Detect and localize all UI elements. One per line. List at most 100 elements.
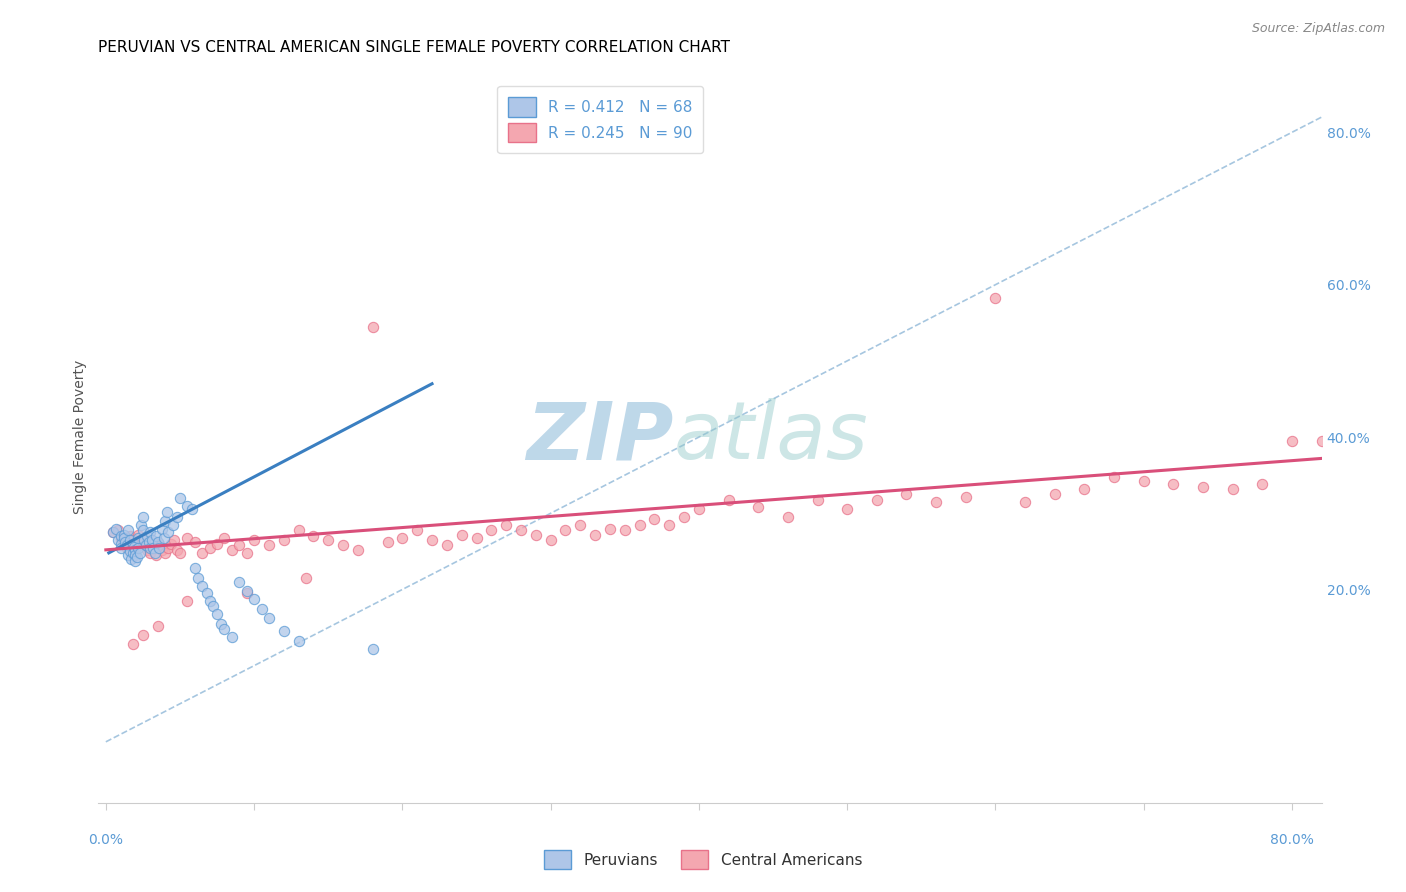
Point	[1281, 434, 1303, 448]
Point	[361, 319, 384, 334]
Point	[118, 544, 141, 558]
Point	[115, 538, 138, 552]
Point	[152, 531, 174, 545]
Point	[250, 601, 273, 615]
Point	[583, 527, 606, 541]
Point	[361, 641, 384, 656]
Point	[176, 594, 198, 608]
Point	[112, 535, 135, 549]
Point	[287, 634, 309, 648]
Point	[135, 538, 157, 552]
Point	[176, 531, 198, 545]
Point	[127, 531, 149, 545]
Point	[148, 537, 170, 551]
Point	[150, 521, 173, 535]
Point	[110, 531, 132, 545]
Point	[146, 535, 169, 549]
Point	[658, 517, 681, 532]
Point	[1073, 482, 1095, 496]
Point	[221, 542, 243, 557]
Point	[984, 292, 1007, 306]
Point	[436, 538, 458, 552]
Point	[524, 527, 547, 541]
Point	[141, 533, 163, 547]
Point	[195, 586, 218, 600]
Point	[211, 616, 233, 631]
Point	[235, 546, 257, 560]
Point	[132, 523, 155, 537]
Legend: R = 0.412   N = 68, R = 0.245   N = 90: R = 0.412 N = 68, R = 0.245 N = 90	[498, 87, 703, 153]
Point	[136, 542, 159, 557]
Point	[235, 584, 257, 599]
Point	[142, 541, 165, 555]
Point	[131, 517, 153, 532]
Point	[554, 523, 576, 537]
Point	[837, 502, 859, 516]
Point	[153, 514, 176, 528]
Point	[569, 517, 592, 532]
Point	[121, 537, 143, 551]
Point	[153, 546, 176, 560]
Point	[169, 491, 191, 505]
Point	[377, 535, 399, 549]
Point	[124, 542, 146, 557]
Point	[110, 541, 132, 555]
Point	[273, 624, 295, 639]
Point	[214, 531, 236, 545]
Point	[114, 535, 136, 549]
Point	[465, 531, 488, 545]
Point	[134, 533, 156, 547]
Point	[495, 517, 517, 532]
Point	[243, 533, 266, 547]
Point	[599, 521, 621, 535]
Point	[103, 525, 125, 540]
Point	[420, 533, 443, 547]
Point	[166, 542, 188, 557]
Point	[139, 525, 162, 540]
Point	[160, 537, 183, 551]
Point	[1132, 475, 1154, 489]
Point	[955, 490, 977, 504]
Point	[187, 571, 209, 585]
Point	[1310, 434, 1333, 448]
Point	[406, 523, 429, 537]
Point	[125, 550, 148, 565]
Point	[107, 523, 129, 537]
Point	[112, 527, 135, 541]
Point	[139, 546, 162, 560]
Point	[148, 541, 170, 555]
Point	[157, 525, 180, 540]
Point	[110, 529, 132, 543]
Point	[191, 546, 214, 560]
Point	[176, 499, 198, 513]
Text: PERUVIAN VS CENTRAL AMERICAN SINGLE FEMALE POVERTY CORRELATION CHART: PERUVIAN VS CENTRAL AMERICAN SINGLE FEMA…	[98, 40, 731, 55]
Point	[1014, 495, 1036, 509]
Point	[332, 538, 354, 552]
Point	[124, 537, 146, 551]
Point	[450, 527, 472, 541]
Point	[228, 574, 250, 589]
Point	[214, 622, 236, 636]
Point	[138, 535, 160, 549]
Point	[145, 529, 167, 543]
Point	[1222, 482, 1244, 496]
Point	[166, 510, 188, 524]
Point	[115, 541, 138, 555]
Point	[273, 533, 295, 547]
Point	[131, 538, 153, 552]
Text: 80.0%: 80.0%	[1270, 833, 1315, 847]
Text: atlas: atlas	[673, 398, 868, 476]
Point	[673, 510, 696, 524]
Point	[391, 531, 413, 545]
Point	[118, 533, 141, 547]
Point	[1102, 469, 1125, 483]
Point	[198, 541, 221, 555]
Point	[157, 541, 180, 555]
Point	[120, 552, 142, 566]
Point	[121, 533, 143, 547]
Point	[1251, 477, 1274, 491]
Point	[613, 523, 636, 537]
Point	[124, 548, 146, 562]
Point	[205, 607, 228, 621]
Point	[287, 523, 309, 537]
